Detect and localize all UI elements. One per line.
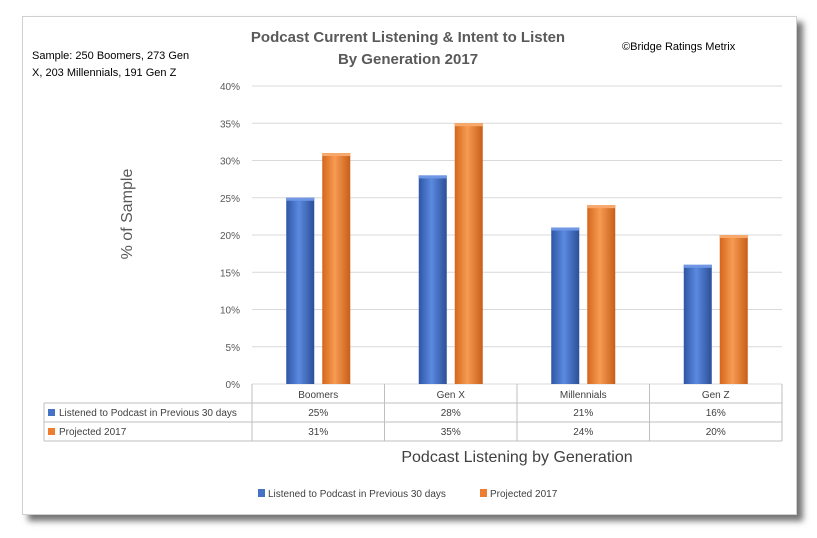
bar-top-bevel [418, 175, 447, 179]
table-series-swatch [48, 409, 55, 416]
category-label: Gen Z [702, 390, 730, 401]
sample-note-line2: X, 203 Millennials, 191 Gen Z [32, 67, 177, 79]
chart-subtitle: By Generation 2017 [338, 51, 478, 68]
table-series-name: Projected 2017 [59, 427, 127, 438]
y-tick-label: 40% [220, 82, 240, 93]
bar-projected-2 [587, 205, 616, 384]
bar-top-bevel [551, 227, 580, 231]
bar-top-bevel [587, 205, 616, 209]
y-tick-label: 10% [220, 306, 240, 317]
bar-top-bevel [719, 235, 748, 238]
table-cell-value: 31% [308, 427, 328, 438]
y-tick-label: 15% [220, 268, 240, 279]
bar-listened-1 [418, 175, 447, 384]
y-tick-label: 25% [220, 194, 240, 205]
bar-listened-2 [551, 227, 580, 384]
legend-label: Projected 2017 [490, 489, 558, 500]
bar-projected-0 [322, 153, 351, 384]
chart-frame [22, 16, 797, 515]
bars [286, 123, 748, 384]
y-tick-label: 5% [226, 343, 241, 354]
x-axis-label: Podcast Listening by Generation [401, 449, 632, 466]
category-label: Boomers [298, 390, 338, 401]
sample-note-line1: Sample: 250 Boomers, 273 Gen [32, 50, 189, 62]
bar-projected-1 [454, 123, 483, 384]
legend-swatch [480, 489, 487, 497]
bar-top-bevel [322, 153, 351, 157]
table-cell-value: 20% [706, 427, 726, 438]
bar-listened-3 [683, 264, 712, 384]
bar-projected-3 [719, 235, 748, 384]
y-axis-label: % of Sample [119, 169, 136, 260]
table-cell-value: 28% [441, 408, 461, 419]
table-cell-value: 25% [308, 408, 328, 419]
bar-top-bevel [454, 123, 483, 127]
y-tick-label: 30% [220, 157, 240, 168]
data-table: Boomers Gen X Millennials Gen Z Listened to … [43, 384, 783, 442]
table-cell-value: 16% [706, 408, 726, 419]
legend-swatch [258, 489, 265, 497]
bar-top-bevel [286, 197, 315, 201]
table-cell-value: 21% [573, 408, 593, 419]
copyright-note: ©Bridge Ratings Metrix [622, 41, 736, 53]
bar-listened-0 [286, 197, 315, 384]
category-label: Millennials [560, 390, 607, 401]
legend: Listened to Podcast in Previous 30 days P… [258, 489, 558, 500]
bar-top-bevel [683, 264, 712, 268]
category-label: Gen X [437, 390, 466, 401]
chart-title: Podcast Current Listening & Intent to Li… [251, 29, 565, 46]
legend-label: Listened to Podcast in Previous 30 days [268, 489, 446, 500]
table-series-swatch [48, 428, 55, 435]
y-tick-label: 20% [220, 231, 240, 242]
y-ticks: 0% 5% 10% 15% 20% 25% 30% 35% 40% [220, 82, 240, 391]
table-series-name: Listened to Podcast in Previous 30 days [59, 408, 237, 419]
table-cell-value: 24% [573, 427, 593, 438]
table-cell-value: 35% [441, 427, 461, 438]
y-tick-label: 0% [226, 380, 241, 391]
y-tick-label: 35% [220, 119, 240, 130]
